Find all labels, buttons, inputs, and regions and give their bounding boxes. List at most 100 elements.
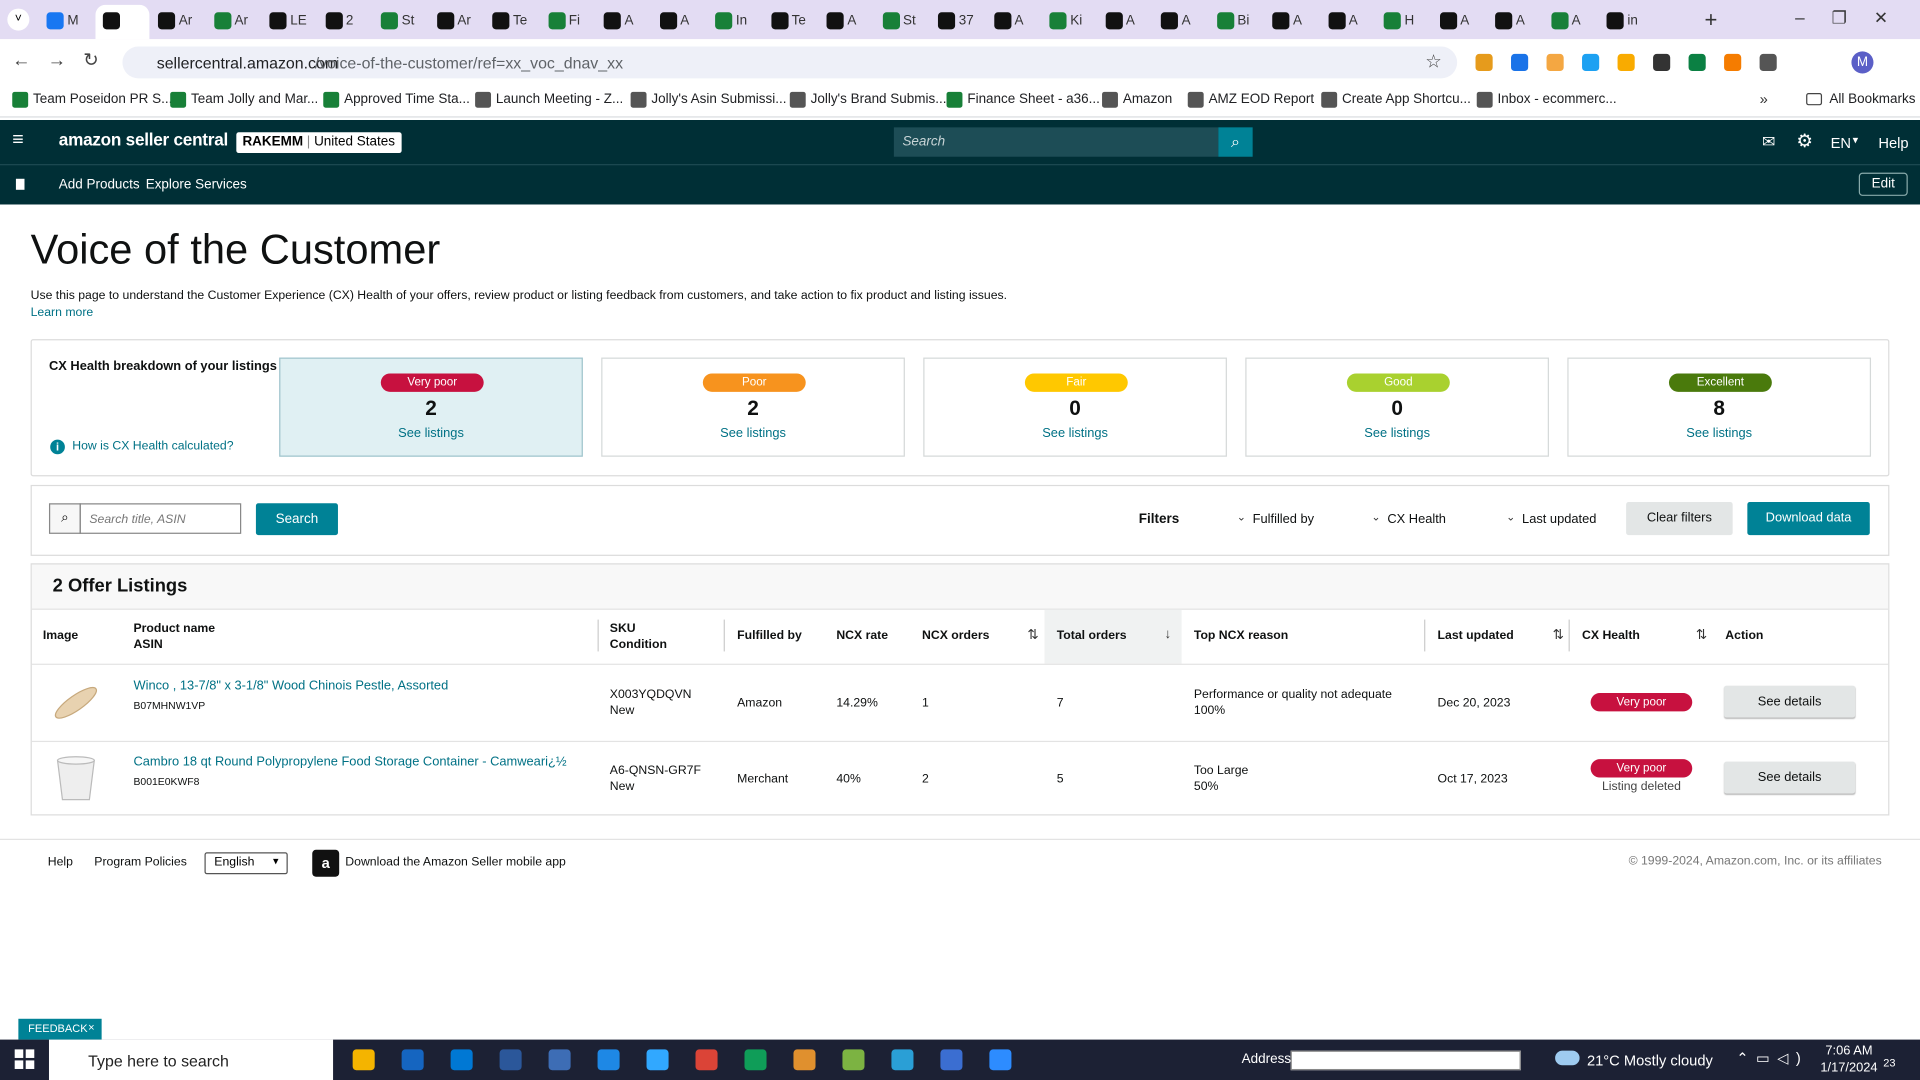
settings-icon[interactable]: ⚙ [1796,131,1813,152]
filter-dropdown[interactable]: CX Health [1387,511,1446,527]
column-header[interactable]: Last updated [1437,629,1514,643]
sort-icon[interactable]: ⇅ [1027,628,1039,643]
tab[interactable]: A [1432,5,1486,39]
cx-card[interactable]: Poor 2 See listings [601,357,905,457]
taskbar-app[interactable] [842,1049,865,1071]
mail-icon[interactable]: ✉ [1762,132,1776,151]
tab[interactable]: A [986,5,1040,39]
cx-card[interactable]: Fair 0 See listings [923,357,1227,457]
tab[interactable]: Ar [206,5,260,39]
more-bookmarks[interactable]: » [1759,90,1768,108]
tab[interactable]: 37 [931,5,985,39]
tab[interactable]: Bi [1209,5,1263,39]
extension-icon[interactable] [1475,53,1493,72]
search-input[interactable]: Search title, ASIN [79,503,242,534]
extension-icon[interactable] [1688,53,1706,72]
learn-more[interactable]: Learn more [30,306,94,320]
extension-icon[interactable] [1546,53,1564,72]
nav-item[interactable]: Add Products [58,177,140,193]
tab[interactable]: St [875,5,929,39]
sort-icon[interactable]: ⇅ [1695,628,1708,643]
cx-help-link[interactable]: How is CX Health calculated? [72,439,234,454]
taskbar-search[interactable]: Type here to search [48,1039,334,1080]
column-header[interactable]: NCX orders [922,629,990,643]
extension-icon[interactable] [1617,53,1635,72]
clock-date[interactable]: 1/17/2024 [1820,1060,1878,1076]
taskbar-app[interactable] [695,1049,718,1071]
weather[interactable]: 21°C Mostly cloudy [1586,1051,1713,1069]
start-button[interactable] [14,1049,35,1069]
footer-link[interactable]: Program Policies [94,855,187,870]
tab[interactable]: Ar [151,5,205,39]
taskbar-app[interactable] [989,1049,1012,1071]
cx-card[interactable]: Excellent 8 See listings [1567,357,1872,457]
tab[interactable]: A [1543,5,1597,39]
see-listings[interactable]: See listings [1042,426,1108,441]
tab[interactable]: A [819,5,873,39]
search-button[interactable]: ⌕ [1218,127,1253,157]
new-tab[interactable]: + [1704,7,1718,32]
see-listings[interactable]: See listings [720,426,786,441]
tray-icons[interactable]: ⌃▭◁) [1736,1049,1809,1067]
edit-button[interactable]: Edit [1858,172,1908,196]
window-controls[interactable]: –❐✕ [1795,7,1916,27]
tab[interactable]: A [1321,5,1375,39]
clear-filters[interactable]: Clear filters [1626,502,1733,536]
tab[interactable]: Te [763,5,817,39]
extension-icon[interactable] [1582,53,1600,72]
address-bar[interactable]: sellercentral.amazon.com/voice-of-the-cu… [122,46,1458,79]
tab[interactable]: St [373,5,427,39]
tab[interactable]: in [1599,5,1653,39]
column-header[interactable]: CX Health [1582,629,1640,643]
nav-item[interactable]: Explore Services [145,177,247,193]
filter-dropdown[interactable]: Fulfilled by [1252,511,1315,527]
language[interactable]: EN [1830,134,1852,152]
app-icon[interactable]: a [312,849,340,877]
sort-icon[interactable]: ⇅ [1552,628,1564,643]
taskbar-app[interactable] [401,1049,424,1071]
taskbar-app[interactable] [940,1049,963,1071]
product-name[interactable]: Winco , 13-7/8" x 3-1/8" Wood Chinois Pe… [133,678,449,694]
nav-buttons[interactable]: ←→↻ [12,50,116,72]
taskbar-app[interactable] [499,1049,522,1071]
search-submit[interactable]: Search [255,503,338,536]
filter-dropdown[interactable]: Last updated [1522,511,1597,527]
tab[interactable]: A [596,5,650,39]
see-details[interactable]: See details [1724,685,1856,718]
tab[interactable]: A [1265,5,1319,39]
bookmark-star[interactable]: ☆ [1425,51,1442,73]
column-header[interactable]: Total orders [1056,629,1127,643]
extension-icon[interactable] [1653,53,1671,72]
extension-icon[interactable] [1511,53,1529,72]
tab[interactable]: M [39,5,93,39]
address-input[interactable] [1290,1050,1521,1071]
taskbar-app[interactable] [744,1049,767,1071]
notification-count[interactable]: 23 [1883,1056,1896,1069]
clock-time[interactable]: 7:06 AM [1825,1043,1873,1058]
tab[interactable]: 2 [318,5,372,39]
see-listings[interactable]: See listings [1686,426,1753,441]
tab[interactable]: Te [485,5,539,39]
taskbar-app[interactable] [352,1049,375,1071]
taskbar-app[interactable] [793,1049,816,1071]
download-data[interactable]: Download data [1747,502,1870,536]
header-search[interactable]: Search [893,127,1219,157]
active-tab[interactable] [94,4,149,40]
taskbar-app[interactable] [891,1049,914,1071]
see-listings[interactable]: See listings [1364,426,1431,441]
cx-card[interactable]: Very poor 2 See listings [279,357,583,457]
extension-icon[interactable] [1724,53,1742,72]
taskbar-app[interactable] [450,1049,473,1071]
feedback-close[interactable]: × [88,1021,95,1034]
app-download[interactable]: Download the Amazon Seller mobile app [345,855,566,870]
tab[interactable]: Ki [1042,5,1096,39]
help[interactable]: Help [1878,134,1909,152]
feedback-tab[interactable]: FEEDBACK [18,1018,102,1040]
tab[interactable]: A [1488,5,1542,39]
footer-link[interactable]: Help [47,855,73,870]
tab[interactable]: In [708,5,762,39]
tab[interactable]: LE [262,5,316,39]
product-name[interactable]: Cambro 18 qt Round Polypropylene Food St… [133,754,567,769]
bookmark-nav-icon[interactable] [15,178,25,190]
sort-icon[interactable]: ↓ [1164,626,1172,642]
